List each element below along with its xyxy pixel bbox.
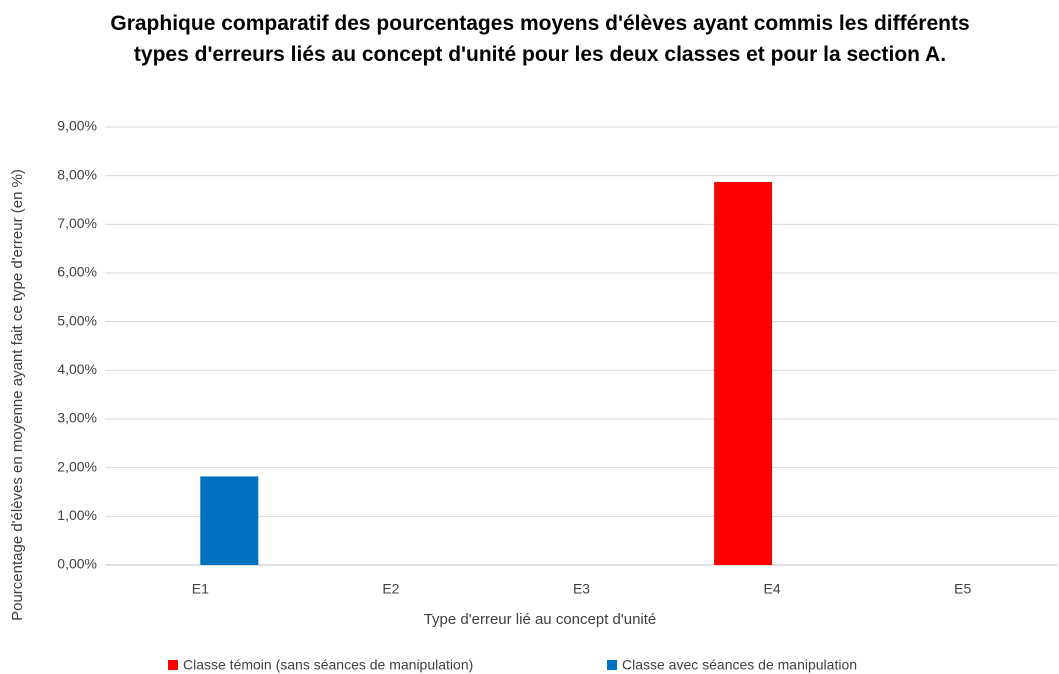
legend-label: Classe témoin (sans séances de manipulat… [183, 657, 473, 673]
x-axis-title: Type d'erreur lié au concept d'unité [424, 611, 657, 628]
legend-swatch [168, 660, 178, 670]
chart-title: Graphique comparatif des pourcentages mo… [110, 12, 970, 66]
y-tick-label: 3,00% [57, 410, 97, 426]
y-tick-label: 9,00% [57, 118, 97, 134]
y-axis-title: Pourcentage d'élèves en moyenne ayant fa… [9, 169, 26, 621]
legend-swatch [607, 660, 617, 670]
y-tick-label: 8,00% [57, 166, 97, 182]
y-tick-label: 2,00% [57, 458, 97, 474]
x-tick-label: E1 [192, 581, 209, 597]
bar [714, 181, 773, 565]
y-tick-label: 1,00% [57, 507, 97, 523]
y-tick-label: 6,00% [57, 264, 97, 280]
bar [200, 476, 259, 565]
x-tick-label: E5 [954, 581, 971, 597]
x-tick-label: E2 [382, 581, 399, 597]
x-tick-label: E4 [764, 581, 781, 597]
legend-label: Classe avec séances de manipulation [622, 657, 857, 673]
x-tick-label: E3 [573, 581, 590, 597]
y-tick-label: 5,00% [57, 312, 97, 328]
y-tick-label: 7,00% [57, 215, 97, 231]
y-tick-label: 4,00% [57, 361, 97, 377]
y-tick-label: 0,00% [57, 556, 97, 572]
